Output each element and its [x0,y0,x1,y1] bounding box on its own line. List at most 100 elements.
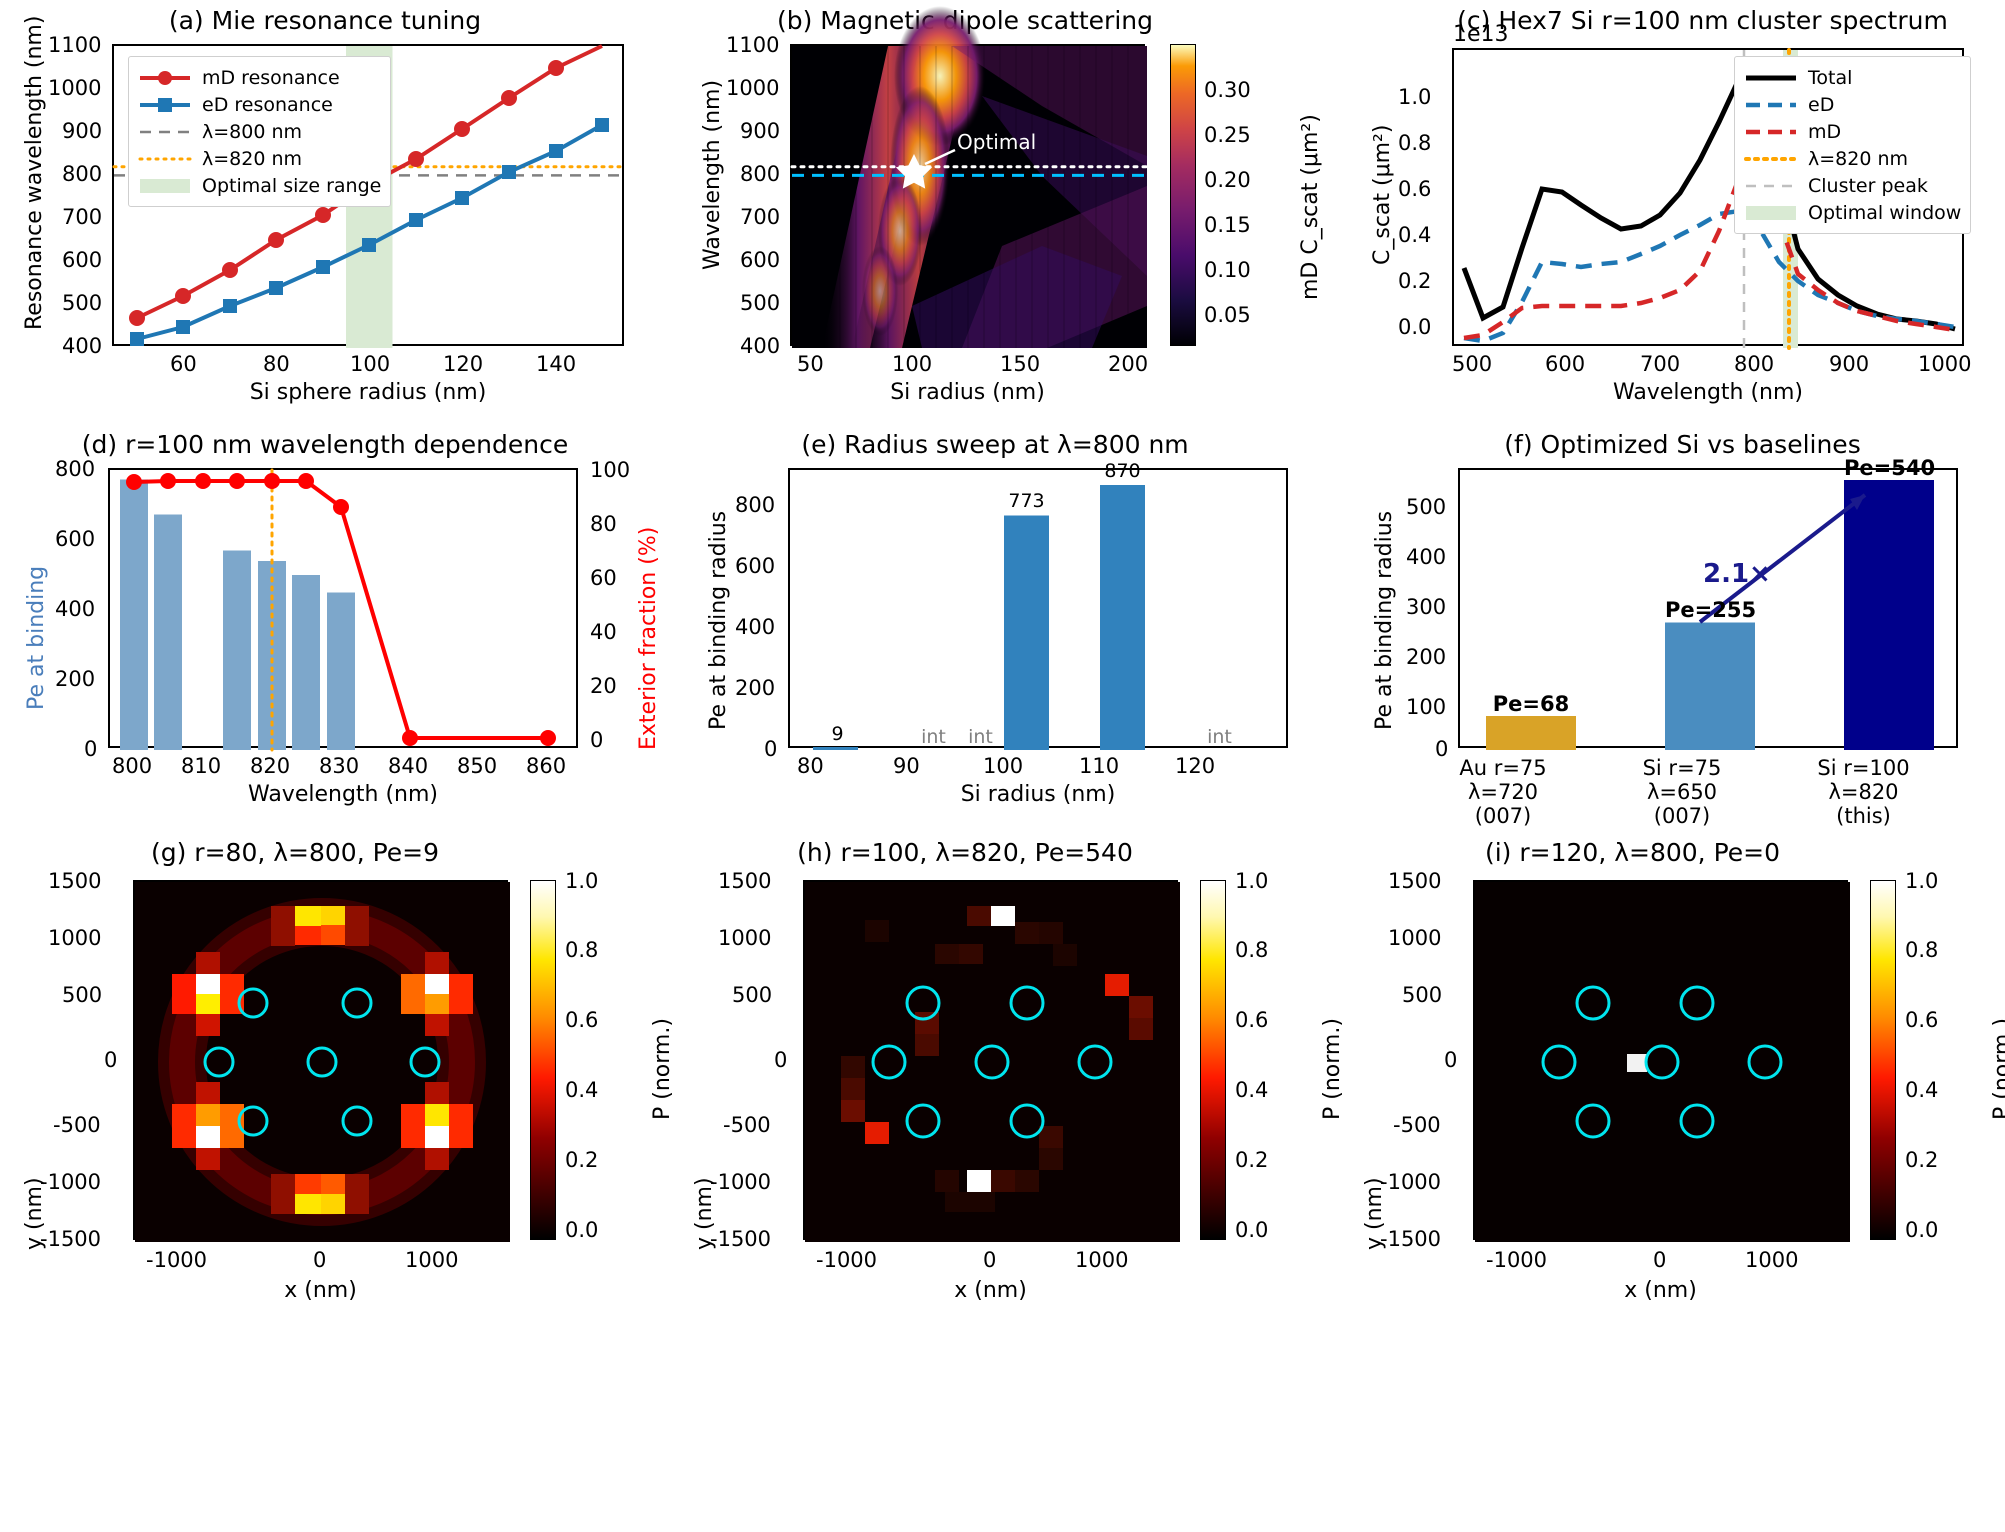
panel-g-ytick-0: 0 [104,1048,118,1072]
panel-c-xlabel: Wavelength (nm) [1612,380,1804,405]
panel-h-ytick-m1500: -1500 [710,1227,772,1251]
panel-i-cbar-tick-10: 1.0 [1905,869,1939,893]
heatmap-pixel-grid [807,46,1129,348]
panel-h-ytick-1000: 1000 [718,926,772,950]
cluster-peak-legend-key [1744,178,1798,194]
panel-c-axes: Total eD mD λ=820 nm Cluster peak [1452,48,1972,350]
optimal-window-legend-key [1744,205,1798,221]
panel-h-xlabel: x (nm) [954,1278,1027,1303]
panel-c-xtick-700: 700 [1640,352,1681,376]
panel-i-axes [1473,880,1850,1242]
panel-c-xtick-600: 600 [1545,352,1586,376]
panel-d-ytick-right-40: 40 [590,620,617,644]
improvement-arrow [1698,493,1867,624]
panel-b-cbar-tick-030: 0.30 [1204,78,1251,102]
bar-au-r75 [1486,716,1576,750]
panel-d-ytick-left-600: 600 [55,527,96,551]
panel-c-offset-text: 1e13 [1453,22,1509,47]
panel-g-ytick-m1500: -1500 [40,1227,102,1251]
panel-c-xtick-900: 900 [1829,352,1870,376]
panel-i-cbar-tick-02: 0.2 [1905,1148,1939,1172]
panel-e: (e) Radius sweep at λ=800 nm Pe at bindi… [670,410,1340,820]
legend-item-cluster-peak: Cluster peak [1744,172,1961,199]
panel-f-xcat-si100: Si r=100 λ=820 (this) [1816,756,1911,828]
panel-c-xtick-500: 500 [1452,352,1493,376]
optimal-callout-line [924,148,956,166]
center-hotspot [1627,1054,1647,1072]
panel-g-field-map [135,882,510,1242]
field-hotspots [158,898,486,1226]
panel-a-xtick-60: 60 [170,352,197,376]
panel-i-cbar-tick-00: 0.0 [1905,1218,1939,1242]
eD-markers [130,118,609,346]
panel-g-ytick-m1000: -1000 [40,1170,102,1194]
panel-a-xtick-120: 120 [443,352,484,376]
panel-i-ytick-1000: 1000 [1388,926,1442,950]
panel-g-xtick-0: 0 [313,1248,327,1272]
panel-e-xlabel: Si radius (nm) [960,782,1116,807]
panel-f-bar-label-si75: Pe=255 [1665,598,1757,622]
panel-g-xtick-m1000: -1000 [146,1248,208,1272]
panel-d-ylabel-left: Pe at binding [24,565,49,710]
panel-g-cbar-tick-02: 0.2 [565,1148,599,1172]
panel-b-ytick-1000: 1000 [726,76,780,100]
legend-item-lambda800: λ=800 nm [138,118,381,145]
panel-i-cbar-label: P (norm.) [1990,1018,2005,1120]
panel-d-ytick-left-200: 200 [55,667,96,691]
panel-e-ytick-200: 200 [735,676,776,700]
panel-i-xtick-m1000: -1000 [1486,1248,1548,1272]
panel-e-xtick-100: 100 [983,754,1024,778]
panel-g-ytick-m500: -500 [53,1113,101,1137]
panel-e-plot [813,485,1145,750]
panel-d-ytick-right-100: 100 [590,458,631,482]
panel-f-xcat-si75: Si r=75 λ=650 (007) [1637,756,1727,828]
panel-a-xtick-140: 140 [536,352,577,376]
panel-h-cbar-tick-08: 0.8 [1235,938,1269,962]
panel-d-ytick-right-60: 60 [590,566,617,590]
panel-i: (i) r=120, λ=800, Pe=0 y (nm) 1500 1000 … [1340,820,2005,1532]
panel-h-colorbar [1200,880,1226,1240]
panel-c: (c) Hex7 Si r=100 nm cluster spectrum 1e… [1340,0,2005,405]
panel-a-ytick-500: 500 [62,291,103,315]
panel-d-plot [120,468,556,752]
panel-c-legend: Total eD mD λ=820 nm Cluster peak [1734,56,1972,234]
panel-e-xtick-90: 90 [893,754,920,778]
eD-legend-key [1744,97,1798,113]
panel-i-cbar-tick-04: 0.4 [1905,1078,1939,1102]
panel-d-title: (d) r=100 nm wavelength dependence [81,430,569,459]
panel-b-xlabel: Si radius (nm) [890,380,1045,405]
panel-a-legend: mD resonance eD resonance λ=800 nm [128,56,392,207]
panel-f-ytick-300: 300 [1406,595,1447,619]
panel-b-ytick-1100: 1100 [726,33,780,57]
panel-g-cbar-tick-06: 0.6 [565,1008,599,1032]
panel-e-xtick-110: 110 [1079,754,1120,778]
panel-c-title: (c) Hex7 Si r=100 nm cluster spectrum [1457,6,1948,35]
panel-h-ytick-m500: -500 [723,1113,771,1137]
panel-f-ytick-400: 400 [1406,545,1447,569]
panel-i-ytick-0: 0 [1444,1048,1458,1072]
panel-a-xtick-100: 100 [350,352,391,376]
panel-h-cbar-tick-10: 1.0 [1235,869,1269,893]
panel-b-ytick-900: 900 [740,119,781,143]
legend-item-optimal-window: Optimal window [1744,199,1961,226]
panel-h-title: (h) r=100, λ=820, Pe=540 [797,838,1133,867]
secondary-scatter-region [912,46,1147,348]
panel-c-ytick-06: 0.6 [1398,177,1432,201]
panel-i-ytick-1500: 1500 [1388,869,1442,893]
panel-d-ytick-right-0: 0 [590,728,604,752]
panel-d-xtick-830: 830 [319,754,360,778]
panel-b-xtick-50: 50 [797,352,824,376]
panel-h-axes [803,880,1180,1242]
panel-d-axes [108,468,578,752]
panel-g-cbar-tick-08: 0.8 [565,938,599,962]
panel-b-ytick-500: 500 [740,291,781,315]
mD-curve [1463,157,1956,341]
legend-item-eD: eD resonance [138,91,381,118]
panel-c-ylabel: C_scat (μm²) [1370,124,1395,265]
panel-b-heatmap [790,6,1149,348]
panel-f-xcat-si75-line3: (007) [1653,804,1711,829]
panel-e-title: (e) Radius sweep at λ=800 nm [801,430,1189,459]
legend-item-total: Total [1744,64,1961,91]
panel-i-xtick-1000: 1000 [1745,1248,1799,1272]
legend-label-mD: mD [1808,120,1842,143]
